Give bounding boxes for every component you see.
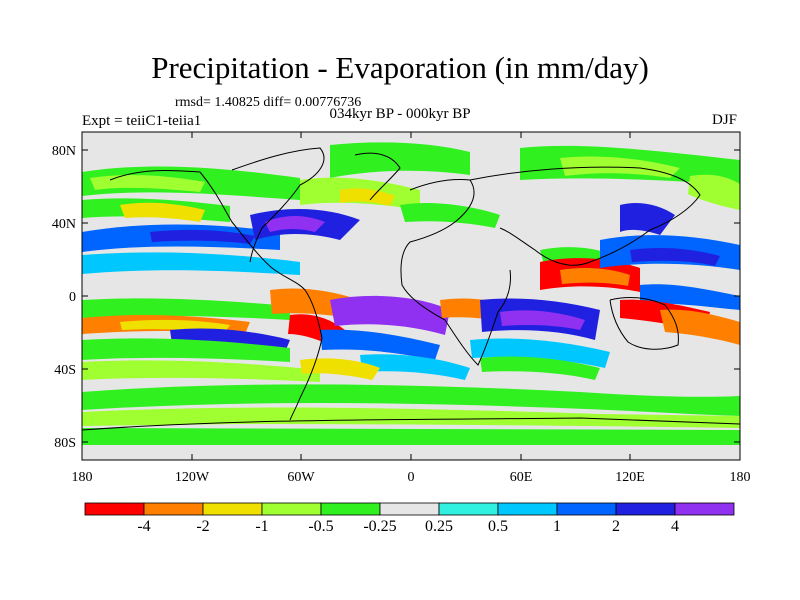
colorbar-labels: -4 -2 -1 -0.5 -0.25 0.25 0.5 1 2 4 <box>137 518 679 535</box>
lon-ticks <box>81 132 741 460</box>
colorbar-swatch <box>202 502 263 516</box>
lon-label: 180 <box>730 470 751 485</box>
colorbar-label: -0.5 <box>308 518 333 535</box>
colorbar-swatch <box>320 502 381 516</box>
lat-label: 40S <box>54 363 76 378</box>
lon-label: 120E <box>615 470 645 485</box>
colorbar-swatch <box>438 502 499 516</box>
colorbar-swatch <box>615 502 676 516</box>
colorbar-label: -0.25 <box>363 518 396 535</box>
colorbar-label: 2 <box>612 518 620 535</box>
lat-ticks <box>82 149 740 443</box>
lon-label: 180 <box>72 470 93 485</box>
plot-title: Precipitation - Evaporation (in mm/day) <box>151 50 649 85</box>
lat-label: 80N <box>52 144 76 159</box>
colorbar-label: -4 <box>137 518 150 535</box>
lon-label: 60W <box>287 470 315 485</box>
lon-label: 120W <box>175 470 210 485</box>
colorbar-swatch <box>674 502 735 516</box>
period-label: 034kyr BP - 000kyr BP <box>329 106 471 122</box>
colorbar-swatch <box>84 502 145 516</box>
lon-label: 0 <box>408 470 415 485</box>
experiment-label: Expt = teiiC1-teiia1 <box>82 113 202 129</box>
colorbar <box>84 502 735 516</box>
colorbar-swatch <box>379 502 440 516</box>
colorbar-label: 1 <box>553 518 561 535</box>
lat-label: 0 <box>69 290 76 305</box>
season-label: DJF <box>712 112 738 128</box>
colorbar-label: 4 <box>671 518 679 535</box>
coastlines <box>82 147 740 431</box>
colorbar-swatch <box>143 502 204 516</box>
colorbar-label: -2 <box>196 518 209 535</box>
colorbar-swatch <box>497 502 558 516</box>
colorbar-label: 0.25 <box>425 518 453 535</box>
lat-label: 80S <box>54 436 76 451</box>
colorbar-swatch <box>556 502 617 516</box>
colorbar-swatch <box>261 502 322 516</box>
colorbar-label: -1 <box>255 518 268 535</box>
lon-label: 60E <box>510 470 533 485</box>
lat-label: 40N <box>52 217 76 232</box>
stats-text: rmsd= 1.40825 diff= 0.00776736 <box>175 95 362 110</box>
colorbar-label: 0.5 <box>488 518 508 535</box>
